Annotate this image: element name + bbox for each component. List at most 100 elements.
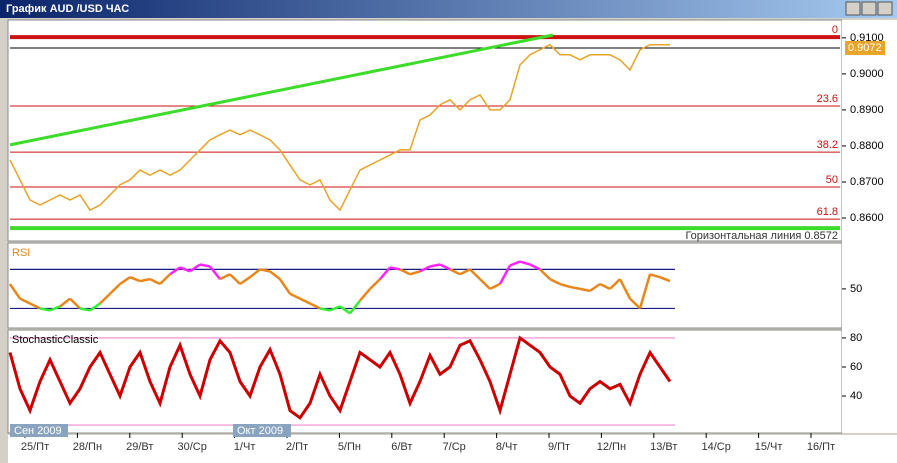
y-tick-label: 40 [850,390,862,402]
minimize-button[interactable] [845,1,861,16]
y-tick-label: 0.9100 [850,32,884,44]
y-tick-label: 60 [850,361,862,373]
x-tick-label: 2/Пт [286,441,308,453]
line-segment [229,273,241,285]
line-segment [589,282,601,292]
line-segment [349,299,361,315]
line-segment [189,263,201,273]
line-segment [169,266,181,276]
close-button[interactable] [877,1,893,16]
line-segment [199,263,211,268]
line-segment [49,305,61,312]
line-segment [629,297,641,310]
line-segment [419,265,431,273]
window-buttons[interactable] [845,1,893,16]
price-panel [7,19,843,242]
x-tick-label: 25/Пт [21,441,49,453]
line-segment [659,276,671,283]
line-segment [638,273,652,309]
line-segment [39,307,51,312]
x-tick-label: 6/Вт [391,441,412,453]
y-tick-label: 0.8600 [850,212,884,224]
x-tick-label: 14/Ср [702,441,731,453]
x-tick-label: 13/Вт [650,441,677,453]
line-segment [69,297,81,310]
line-segment [439,263,451,271]
line-segment [489,282,501,291]
panel-label: StochasticClassic [12,334,99,346]
rsi-panel [7,242,843,329]
window-title: График AUD /USD ЧАС [6,3,129,15]
x-tick-label: 7/Ср [443,441,466,453]
line-segment [429,263,441,268]
line-segment [569,285,581,291]
line-segment [249,268,261,279]
line-segment [539,268,551,281]
line-segment [149,278,161,286]
line-segment [259,268,271,273]
line-segment [509,260,521,267]
line-segment [479,278,491,290]
line-segment [269,270,281,281]
line-segment [618,278,632,300]
line-segment [359,288,371,302]
fib-label: 50 [826,174,838,186]
fib-label: 61.8 [817,206,838,218]
line-segment [369,278,381,290]
line-segment [29,302,41,310]
series-line [9,43,670,212]
line-segment [409,270,421,276]
line-segment [379,266,391,280]
maximize-button[interactable] [861,1,877,16]
line-segment [449,268,461,276]
line-segment [278,278,292,295]
line-segment [599,282,611,291]
line-segment [309,302,321,310]
fib-label: 38.2 [817,139,838,151]
trend-line [9,33,554,147]
x-tick-label: 16/Пт [807,441,835,453]
month-label: Сен 2009 [14,425,62,437]
x-tick-label: 30/Ср [178,441,207,453]
line-segment [319,307,331,312]
line-segment [239,276,251,286]
line-segment [549,278,561,286]
line-segment [498,264,512,285]
line-segment [459,268,471,276]
panel-label: RSI [12,247,30,259]
line-segment [59,297,71,308]
line-segment [99,292,111,305]
line-segment [89,302,101,312]
title-bar [0,0,897,18]
line-segment [519,260,531,266]
line-segment [609,278,621,290]
stoch-panel [7,329,843,434]
fib-label: 0 [832,24,838,36]
month-label: Окт 2009 [237,425,283,437]
line-segment [649,273,661,279]
line-segment [159,273,171,285]
x-tick-label: 9/Пт [548,441,570,453]
x-tick-label: 15/Чт [755,441,783,453]
month-box [10,424,68,437]
fib-label: 23.6 [817,93,838,105]
y-tick-label: 50 [850,283,862,295]
y-tick-label: 0.8800 [850,140,884,152]
line-segment [109,283,121,295]
x-tick-label: 28/Пн [73,441,102,453]
line-segment [469,268,481,281]
x-tick-label: 8/Чт [496,441,518,453]
line-segment [389,266,401,271]
line-segment [79,307,91,312]
line-segment [139,277,151,283]
month-box [233,424,291,437]
line-segment [19,297,31,305]
x-tick-label: 12/Пн [597,441,626,453]
x-tick-label: 5/Пн [338,441,361,453]
price-axis [842,20,897,433]
line-segment [299,297,311,305]
line-segment [8,283,22,300]
line-segment [529,263,541,271]
x-tick-label: 1/Чт [234,441,256,453]
